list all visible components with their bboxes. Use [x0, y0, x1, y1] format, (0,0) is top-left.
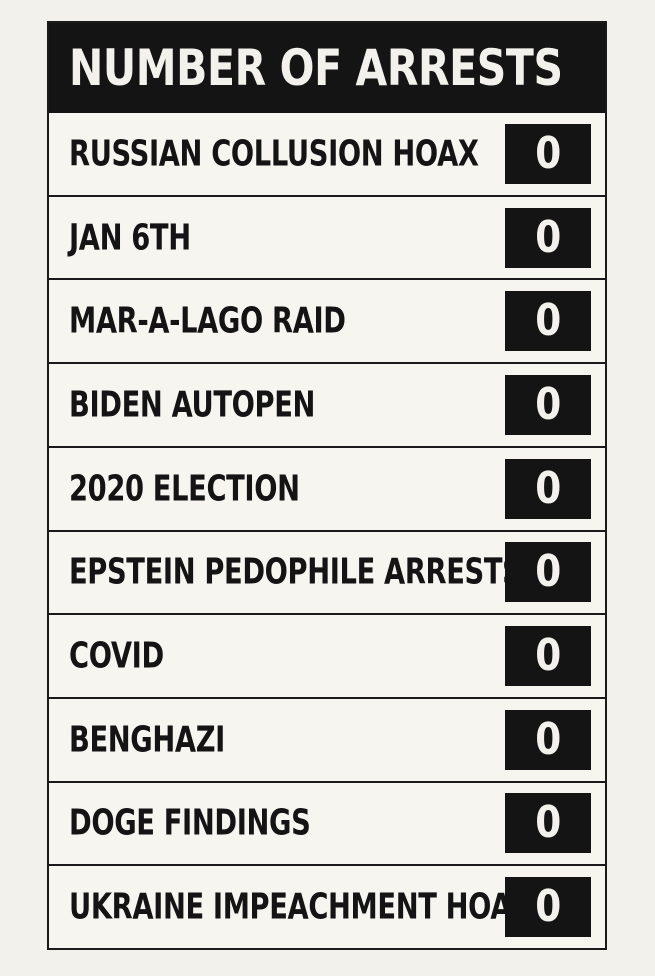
- count-value: 0: [534, 881, 562, 933]
- count-value: 0: [534, 462, 562, 514]
- count-badge: 0: [505, 123, 591, 184]
- list-item: RUSSIAN COLLUSION HOAX 0: [49, 113, 605, 195]
- count-badge: 0: [505, 793, 591, 854]
- row-label: JAN 6TH: [69, 217, 191, 259]
- count-badge: 0: [505, 709, 591, 770]
- list-item: BENGHAZI 0: [49, 696, 605, 781]
- count-value: 0: [534, 295, 562, 347]
- rows-list: RUSSIAN COLLUSION HOAX 0 JAN 6TH 0 MAR-A…: [49, 113, 605, 948]
- list-item: UKRAINE IMPEACHMENT HOAX 0: [49, 864, 605, 948]
- arrests-board: NUMBER OF ARRESTS RUSSIAN COLLUSION HOAX…: [47, 21, 607, 950]
- count-value: 0: [534, 211, 562, 263]
- row-label: COVID: [69, 635, 164, 677]
- count-badge: 0: [505, 626, 591, 687]
- count-value: 0: [534, 127, 562, 179]
- count-value: 0: [534, 797, 562, 849]
- count-badge: 0: [505, 542, 591, 603]
- count-value: 0: [534, 378, 562, 430]
- row-label: BIDEN AUTOPEN: [69, 384, 316, 426]
- list-item: COVID 0: [49, 613, 605, 697]
- row-label: 2020 ELECTION: [69, 468, 300, 510]
- count-badge: 0: [505, 374, 591, 435]
- row-label: DOGE FINDINGS: [69, 802, 311, 844]
- list-item: MAR-A-LAGO RAID 0: [49, 278, 605, 362]
- row-label: UKRAINE IMPEACHMENT HOAX: [69, 886, 532, 928]
- count-badge: 0: [505, 458, 591, 519]
- count-badge: 0: [505, 207, 591, 268]
- count-value: 0: [534, 546, 562, 598]
- list-item: DOGE FINDINGS 0: [49, 780, 605, 865]
- count-badge: 0: [505, 877, 591, 938]
- row-label: BENGHAZI: [69, 719, 225, 761]
- count-value: 0: [534, 713, 562, 765]
- list-item: BIDEN AUTOPEN 0: [49, 362, 605, 446]
- list-item: 2020 ELECTION 0: [49, 445, 605, 530]
- row-label: RUSSIAN COLLUSION HOAX: [69, 133, 479, 175]
- count-value: 0: [534, 630, 562, 682]
- row-label: MAR-A-LAGO RAID: [69, 300, 346, 342]
- count-badge: 0: [505, 291, 591, 352]
- board-title: NUMBER OF ARRESTS: [69, 39, 563, 97]
- row-label: EPSTEIN PEDOPHILE ARRESTS: [69, 551, 522, 593]
- list-item: JAN 6TH 0: [49, 194, 605, 279]
- board-header: NUMBER OF ARRESTS: [49, 23, 605, 113]
- list-item: EPSTEIN PEDOPHILE ARRESTS 0: [49, 529, 605, 614]
